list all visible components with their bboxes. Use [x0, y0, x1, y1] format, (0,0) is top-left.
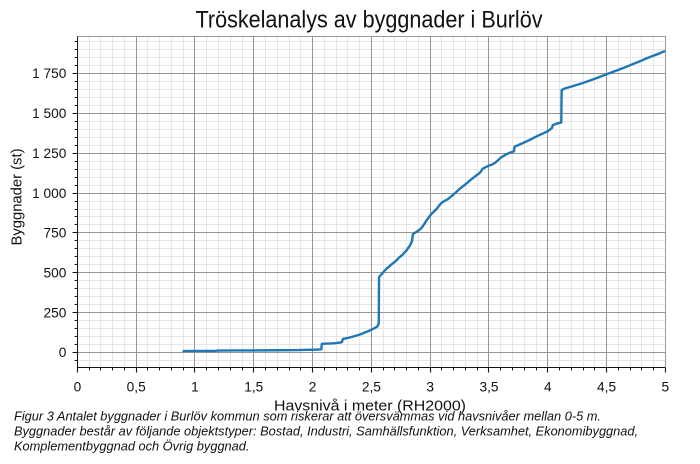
svg-text:Komplementbyggnad och Övrig by: Komplementbyggnad och Övrig byggnad.	[14, 439, 249, 454]
svg-text:2: 2	[309, 380, 317, 395]
svg-text:Byggnader (st): Byggnader (st)	[9, 149, 26, 246]
svg-text:250: 250	[44, 305, 67, 320]
svg-text:2,5: 2,5	[362, 380, 381, 395]
svg-text:750: 750	[44, 226, 67, 241]
svg-text:3,5: 3,5	[479, 380, 498, 395]
svg-text:0,5: 0,5	[127, 380, 146, 395]
svg-text:Figur 3 Antalet byggnader i Bu: Figur 3 Antalet byggnader i Burlöv kommu…	[14, 409, 601, 424]
svg-text:Byggnader består av följande o: Byggnader består av följande objektstype…	[14, 424, 638, 439]
svg-text:5: 5	[662, 380, 670, 395]
svg-text:0: 0	[74, 380, 82, 395]
svg-text:4: 4	[544, 380, 552, 395]
svg-text:4,5: 4,5	[597, 380, 616, 395]
svg-text:3: 3	[426, 380, 434, 395]
svg-text:Havsnivå i meter (RH2000): Havsnivå i meter (RH2000)	[274, 398, 466, 414]
svg-text:0: 0	[59, 345, 67, 360]
svg-text:Tröskelanalys av byggnader i B: Tröskelanalys av byggnader i Burlöv	[196, 7, 544, 34]
svg-text:1 250: 1 250	[32, 146, 67, 161]
svg-text:1,5: 1,5	[244, 380, 263, 395]
svg-text:1 750: 1 750	[32, 66, 67, 81]
svg-text:1: 1	[191, 380, 199, 395]
svg-text:500: 500	[44, 265, 67, 280]
svg-text:1 500: 1 500	[32, 106, 67, 121]
svg-text:1 000: 1 000	[32, 186, 67, 201]
